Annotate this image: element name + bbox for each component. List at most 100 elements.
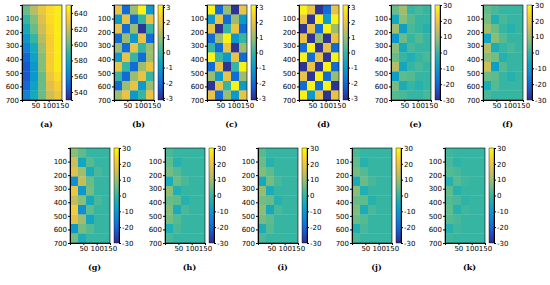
tick-label: 700	[375, 97, 388, 105]
tick: 1	[163, 34, 170, 42]
cell	[282, 167, 290, 177]
cell	[483, 91, 491, 101]
tick-label: 200	[98, 29, 111, 37]
cell	[189, 177, 197, 187]
cell	[384, 205, 392, 215]
tick-label: 10	[497, 176, 506, 184]
cell	[86, 196, 94, 206]
xticks-axis: 50100150	[115, 100, 162, 110]
tick-label: -10	[404, 208, 415, 216]
tick: -3	[163, 95, 173, 103]
tick-label: 10	[443, 33, 452, 41]
cell	[290, 177, 298, 187]
tick: -10	[214, 208, 228, 216]
cell	[78, 158, 86, 168]
tick-mark	[494, 180, 496, 181]
cells	[258, 148, 298, 243]
cell	[189, 234, 197, 244]
tick: 100	[134, 100, 147, 110]
tick: 200	[6, 29, 22, 37]
tick-label: 560	[74, 73, 87, 81]
tick: -20	[214, 224, 228, 232]
tick-label: 10	[535, 33, 544, 41]
cell	[453, 148, 461, 158]
cell	[231, 72, 239, 82]
cell	[197, 148, 205, 158]
cell	[215, 5, 223, 15]
cell	[215, 24, 223, 34]
cell	[423, 5, 431, 15]
cell	[352, 177, 360, 187]
tick-label: 500	[6, 70, 19, 78]
cell	[181, 234, 189, 244]
tick-label: 0	[217, 192, 221, 200]
tick: 50	[308, 100, 317, 110]
tick-label: 540	[74, 89, 87, 97]
cell	[181, 186, 189, 196]
tick: 100	[319, 100, 332, 110]
panel-label: (e)	[409, 119, 422, 129]
cell	[258, 177, 266, 187]
cell	[146, 81, 154, 91]
cell	[368, 196, 376, 206]
tick-label: 1	[166, 34, 170, 42]
tick-mark	[401, 196, 403, 197]
tick-mark	[68, 162, 70, 163]
tick-label: 400	[191, 56, 204, 64]
cell	[331, 24, 339, 34]
tick-label: 150	[104, 245, 117, 253]
cells	[165, 148, 205, 243]
tick: 400	[6, 56, 22, 64]
colorbar	[396, 148, 401, 243]
cell	[38, 43, 46, 53]
tick: 100	[467, 15, 483, 23]
zticks-axis: -30-20-100102030	[494, 145, 508, 248]
cell	[461, 224, 469, 234]
tick-label: -1	[351, 64, 358, 72]
tick-label: 0	[443, 49, 447, 57]
tick: 50	[361, 243, 370, 253]
cell	[307, 34, 315, 44]
tick-label: 150	[517, 102, 530, 110]
tick-label: 100	[319, 102, 332, 110]
cell	[102, 148, 110, 158]
tick-label: 50	[79, 245, 88, 253]
cell	[491, 72, 499, 82]
cell	[30, 34, 38, 44]
cell	[274, 234, 282, 244]
axis-line	[164, 6, 166, 101]
tick: 700	[242, 240, 258, 248]
cell	[331, 72, 339, 82]
tick-label: 20	[404, 161, 413, 169]
tick: 100	[54, 158, 70, 166]
tick-label: 100	[149, 158, 162, 166]
cell	[122, 53, 130, 63]
cell	[165, 167, 173, 177]
tick-label: 700	[429, 240, 442, 248]
cell	[323, 81, 331, 91]
tick-label: 200	[283, 29, 296, 37]
cell	[146, 43, 154, 53]
tick-label: 600	[375, 83, 388, 91]
cell	[407, 24, 415, 34]
cell	[360, 177, 368, 187]
cell	[477, 215, 485, 225]
tick-mark	[440, 84, 442, 85]
tick-label: -20	[443, 81, 454, 89]
cell	[282, 215, 290, 225]
cell	[197, 224, 205, 234]
cell	[22, 91, 30, 101]
cell	[46, 81, 54, 91]
cell	[165, 224, 173, 234]
cell	[38, 62, 46, 72]
tick-label: 700	[98, 97, 111, 105]
tick-label: 100	[54, 158, 67, 166]
cell	[469, 158, 477, 168]
cell	[114, 91, 122, 101]
tick-mark	[119, 148, 121, 149]
cell	[266, 196, 274, 206]
tick-label: -20	[310, 224, 321, 232]
tick: -10	[532, 65, 546, 73]
cell	[352, 186, 360, 196]
cell	[130, 72, 138, 82]
